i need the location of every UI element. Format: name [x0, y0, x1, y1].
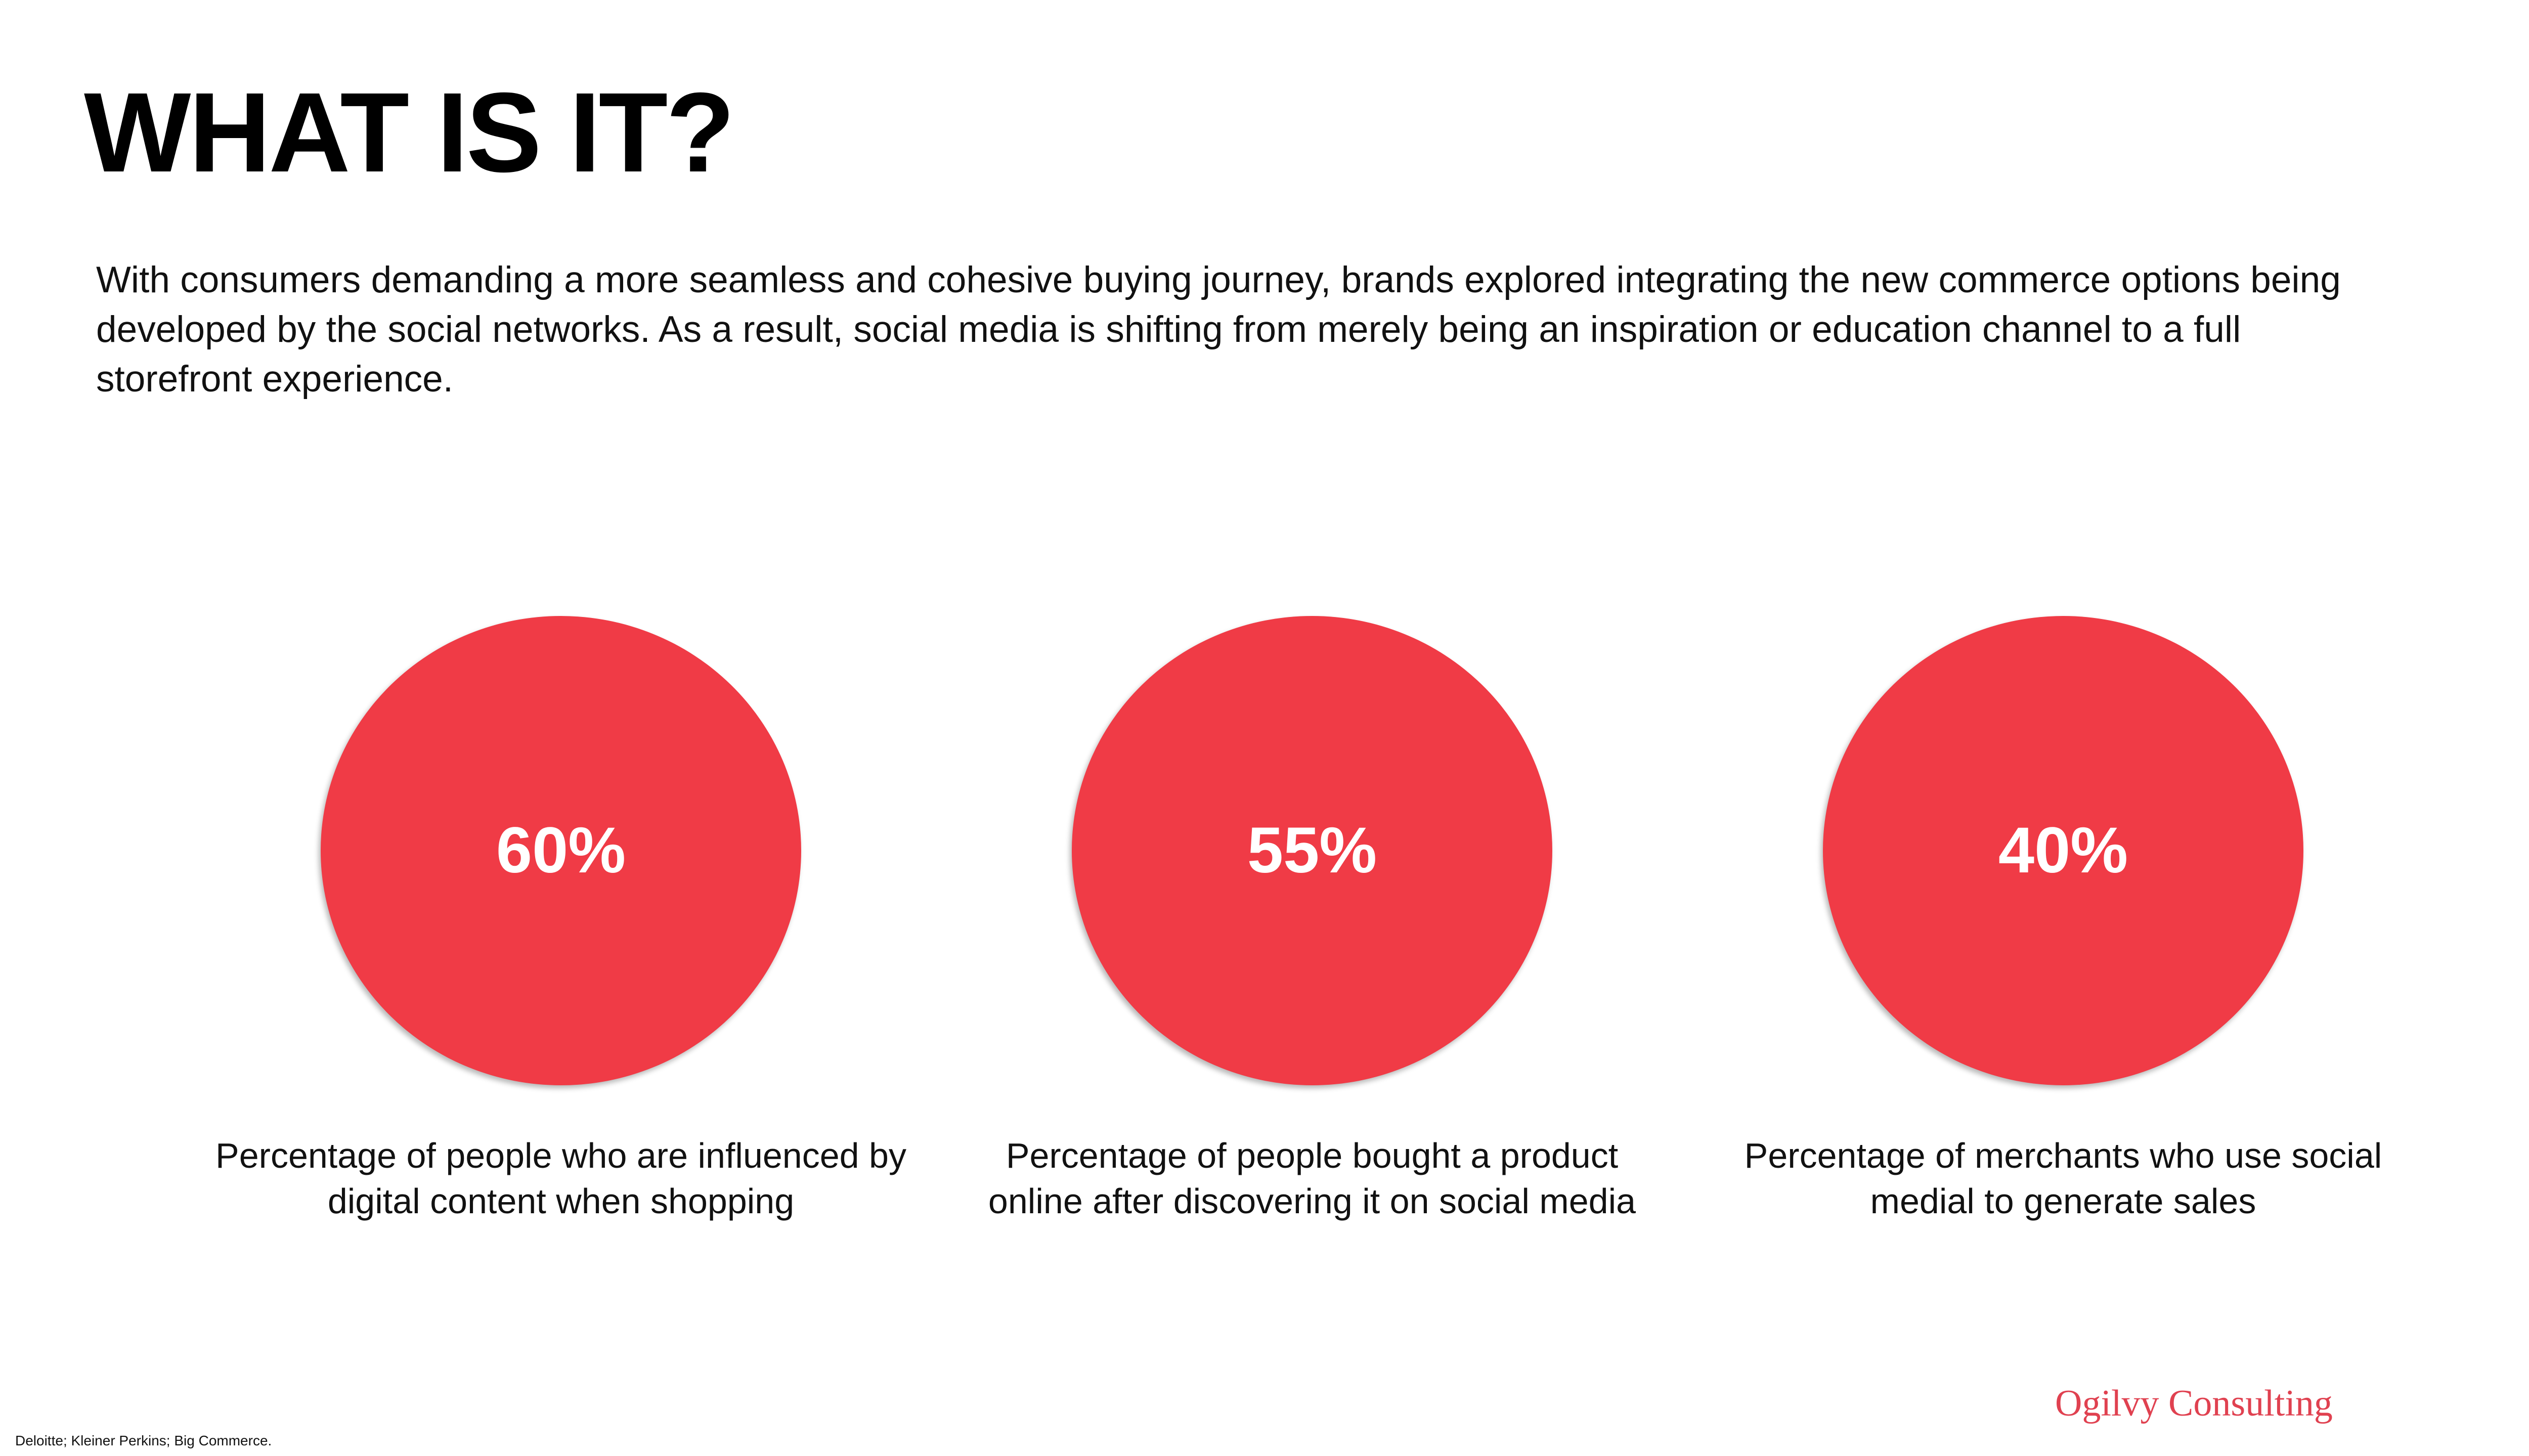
stat-circle: 60% — [321, 616, 801, 1085]
stat-circle: 40% — [1823, 616, 2303, 1085]
stat-caption: Percentage of people who are influenced … — [215, 1136, 906, 1221]
brand-logo: Ogilvy Consulting — [2055, 1383, 2333, 1424]
stat-caption: Percentage of people bought a product on… — [988, 1136, 1636, 1221]
stat-value: 55% — [1247, 814, 1377, 887]
stat-value: 40% — [1998, 814, 2128, 887]
stat-value: 60% — [496, 814, 626, 887]
stat-card-1: 60% Percentage of people who are influen… — [207, 616, 915, 1224]
page-title: WHAT IS IT? — [84, 69, 735, 196]
intro-paragraph: With consumers demanding a more seamless… — [96, 259, 2341, 400]
source-note: Deloitte; Kleiner Perkins; Big Commerce. — [15, 1433, 272, 1448]
stat-circle: 55% — [1072, 616, 1552, 1085]
stat-card-2: 55% Percentage of people bought a produc… — [958, 616, 1666, 1224]
stat-caption: Percentage of merchants who use social m… — [1744, 1136, 2382, 1221]
stat-card-3: 40% Percentage of merchants who use soci… — [1709, 616, 2417, 1224]
